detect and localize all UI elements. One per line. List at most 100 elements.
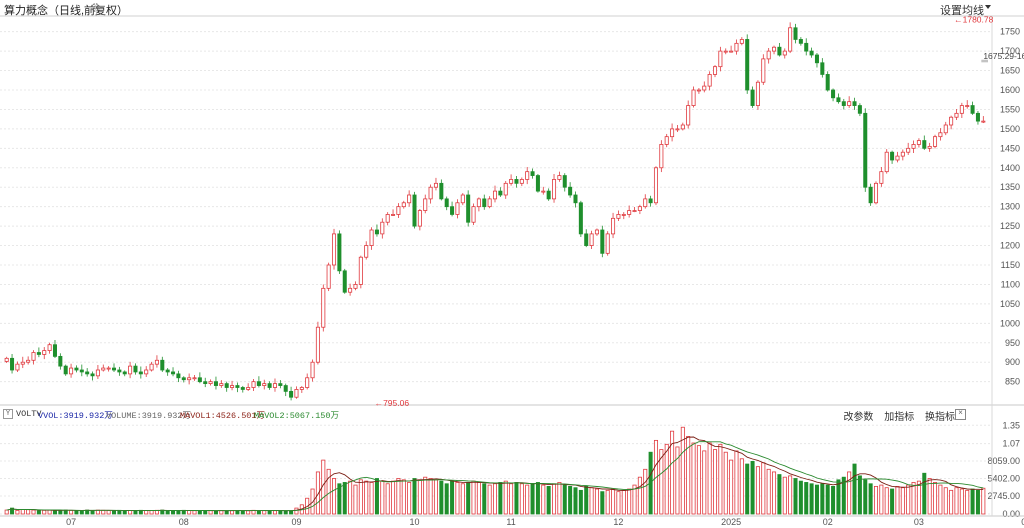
price-tick-label: 1400: [1000, 163, 1020, 173]
candle-down: [165, 369, 170, 373]
switch-indicator-button[interactable]: 换指标: [925, 412, 955, 423]
volume-bar: [487, 484, 492, 515]
volume-bar: [52, 510, 57, 515]
candle-up: [149, 363, 154, 371]
candle-down: [85, 371, 90, 375]
volume-bar: [879, 484, 884, 515]
candle-down: [836, 97, 841, 103]
volume-bar: [342, 482, 347, 515]
candle-down: [745, 39, 750, 91]
gear-icon[interactable]: [90, 2, 101, 13]
candle-up: [192, 377, 197, 380]
candle-up: [621, 214, 626, 216]
volume-bar: [396, 478, 401, 515]
volume-bar: [509, 483, 514, 515]
candle-up: [417, 210, 422, 227]
volume-bar: [10, 507, 15, 515]
candle-down: [10, 357, 15, 371]
candle-down: [160, 359, 165, 371]
ma-settings-button[interactable]: 设置均线: [940, 5, 984, 17]
indicator-toggle-box[interactable]: Y: [3, 409, 13, 419]
vvol-value: VVOL:3919.932万: [38, 411, 113, 421]
candle-up: [637, 206, 642, 211]
price-tick-label: 1250: [1000, 221, 1020, 231]
volume-bar: [562, 484, 567, 515]
volume-bar: [171, 510, 176, 515]
close-icon[interactable]: ×: [955, 409, 966, 420]
candle-down: [256, 381, 261, 386]
candle-up: [766, 50, 771, 60]
candle-up: [4, 357, 9, 362]
volume-bar: [589, 487, 594, 515]
candle-up: [916, 140, 921, 145]
volume-bar: [498, 482, 503, 515]
volume-bar: [391, 480, 396, 515]
candle-down: [530, 171, 535, 176]
candle-up: [686, 105, 691, 126]
volume-bar: [444, 483, 449, 515]
chevron-down-icon[interactable]: [985, 5, 991, 9]
volume-bar: [578, 489, 583, 515]
volume-tick-label: 2745.00: [987, 491, 1020, 501]
volume-bar: [380, 480, 385, 515]
date-tick-label: 02: [823, 517, 833, 527]
volume-tick-label: 0.00: [1002, 509, 1020, 519]
volume-bar: [417, 479, 422, 515]
volume-bar: [358, 479, 363, 515]
volume-bar: [831, 485, 836, 515]
volume-bar: [133, 510, 138, 515]
edit-params-button[interactable]: 改参数: [843, 412, 874, 423]
add-indicator-button[interactable]: 加指标: [884, 412, 915, 423]
volume-bar: [332, 478, 337, 515]
candle-up: [332, 233, 337, 266]
candle-down: [58, 355, 63, 367]
volume-bar: [90, 509, 95, 515]
volume-bar: [106, 510, 111, 515]
candle-up: [219, 383, 224, 386]
volume-bar: [798, 480, 803, 515]
volume-bar: [26, 509, 31, 515]
candle-up: [128, 365, 133, 375]
candle-down: [450, 206, 455, 215]
candle-up: [208, 381, 213, 385]
volume-tick-label: 1.35: [1002, 420, 1020, 430]
candle-up: [906, 147, 911, 153]
volume-bar: [841, 476, 846, 515]
volume-bar: [793, 478, 798, 515]
volume-bar: [820, 483, 825, 515]
candle-down: [482, 198, 487, 208]
candle-down: [831, 89, 836, 99]
candle-up: [262, 383, 267, 386]
volume-bar: [36, 510, 41, 515]
candle-up: [230, 385, 235, 388]
volume-bar: [541, 484, 546, 515]
volume-bar: [675, 446, 680, 515]
volume-value: VOLUME:3919.932万: [106, 411, 192, 421]
candle-up: [391, 214, 396, 216]
volume-indicator-bar: Y VOLTV VVOL:3919.932万 VOLUME:3919.932万 …: [0, 406, 1000, 423]
candle-up: [895, 155, 900, 161]
candle-up: [272, 383, 277, 388]
price-tick-label: 900: [1005, 357, 1020, 367]
volume-bar: [933, 482, 938, 515]
volume-bar: [58, 509, 63, 515]
candle-down: [213, 381, 218, 386]
candle-down: [117, 369, 122, 373]
candle-up: [20, 361, 25, 365]
volume-bar: [766, 468, 771, 515]
volume-bar: [970, 488, 975, 515]
candle-up: [761, 58, 766, 83]
volume-bar: [916, 480, 921, 515]
candle-up: [643, 198, 648, 208]
candle-up: [707, 74, 712, 87]
candle-down: [439, 182, 444, 200]
volume-bar: [611, 488, 616, 515]
volume-bar: [385, 483, 390, 515]
candle-up: [246, 387, 251, 390]
volume-bar: [519, 483, 524, 515]
volume-bar: [814, 484, 819, 515]
volume-bar: [627, 488, 632, 515]
volume-bar: [364, 480, 369, 515]
volume-bar: [476, 482, 481, 515]
